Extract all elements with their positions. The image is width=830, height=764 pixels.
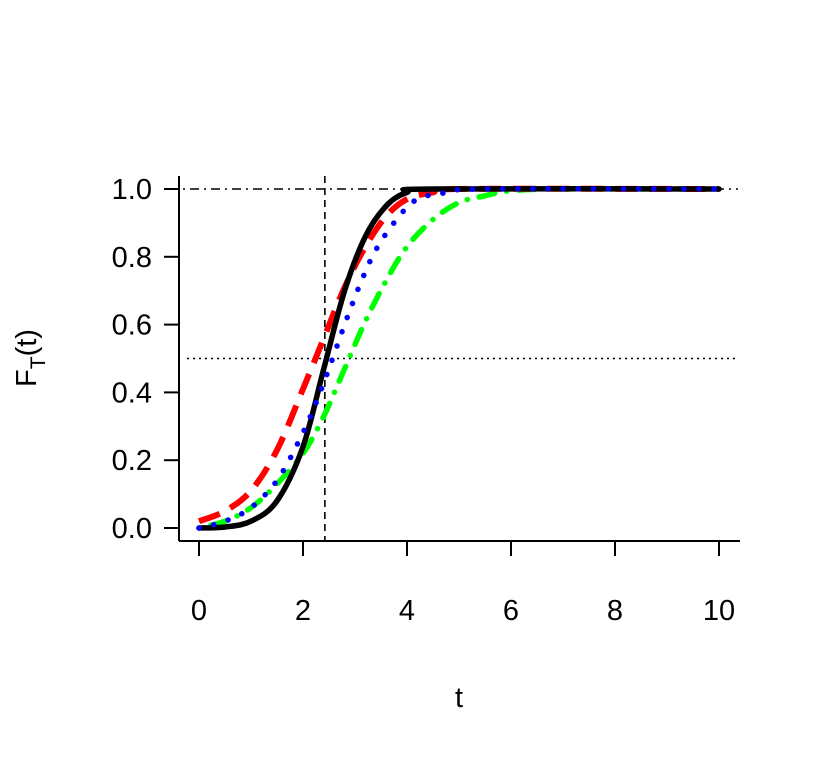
x-ticks: 0 2 4 6 8 10 xyxy=(191,541,735,627)
x-tick-label: 10 xyxy=(703,595,735,627)
y-axis-title: FT(t) xyxy=(11,329,50,387)
series-line-solid xyxy=(196,186,722,531)
y-axis-title-subscript: T xyxy=(27,356,50,369)
axes: 0 2 4 6 8 10 0.0 0.2 0.4 0.6 0.8 1.0 xyxy=(112,174,740,627)
reference-lines xyxy=(183,176,738,541)
series-line-dashed xyxy=(197,185,720,525)
x-tick-label: 6 xyxy=(503,595,519,627)
y-tick-label: 0.0 xyxy=(112,513,152,545)
y-tick-label: 0.2 xyxy=(112,445,152,477)
y-axis-title-suffix: (t) xyxy=(11,329,43,356)
x-axis-title: t xyxy=(455,682,463,714)
x-tick-label: 2 xyxy=(295,595,311,627)
y-tick-label: 0.8 xyxy=(112,242,152,274)
x-tick-label: 0 xyxy=(191,595,207,627)
x-tick-label: 4 xyxy=(399,595,415,627)
series-layer xyxy=(196,185,722,531)
series-line-dotted xyxy=(196,186,722,531)
y-tick-label: 0.6 xyxy=(112,310,152,342)
y-ticks: 0.0 0.2 0.4 0.6 0.8 1.0 xyxy=(112,174,179,545)
y-axis-title-main: F xyxy=(11,369,43,387)
y-tick-label: 1.0 xyxy=(112,174,152,206)
x-tick-label: 8 xyxy=(607,595,623,627)
y-tick-label: 0.4 xyxy=(112,377,152,409)
